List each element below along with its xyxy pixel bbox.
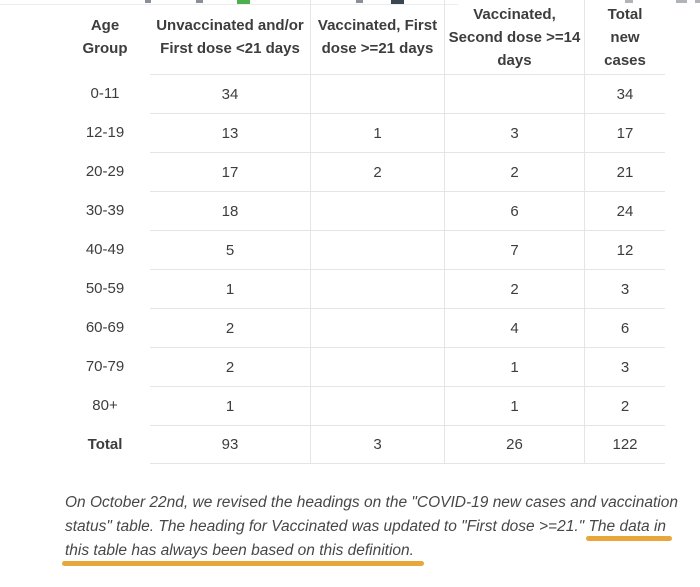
cell-vaccinated-second-dose: 7 bbox=[444, 230, 584, 269]
footnote-line-3: this table has always been based on this… bbox=[65, 539, 685, 563]
cell-total-new-cases: 3 bbox=[584, 347, 665, 386]
cell-vaccinated-second-dose: 4 bbox=[444, 308, 584, 347]
footnote-line-2: status" table. The heading for Vaccinate… bbox=[65, 515, 685, 539]
cell-unvaccinated: 2 bbox=[150, 308, 310, 347]
cropped-fragment bbox=[695, 0, 700, 3]
cropped-fragment bbox=[196, 0, 203, 3]
cell-total-new-cases: 122 bbox=[584, 425, 665, 464]
cell-unvaccinated: 13 bbox=[150, 113, 310, 152]
cell-age-group: 60-69 bbox=[85, 319, 125, 336]
cell-age-group: 40-49 bbox=[85, 241, 125, 258]
cell-vaccinated-second-dose: 3 bbox=[444, 113, 584, 152]
cell-vaccinated-second-dose: 2 bbox=[444, 269, 584, 308]
footnote-text: status" table. The heading for Vaccinate… bbox=[65, 518, 589, 535]
cell-vaccinated-first-dose bbox=[310, 269, 444, 308]
cell-vaccinated-first-dose bbox=[310, 74, 444, 113]
cell-unvaccinated: 1 bbox=[150, 386, 310, 425]
cell-vaccinated-first-dose bbox=[310, 308, 444, 347]
cell-total-new-cases: 34 bbox=[584, 74, 665, 113]
cell-vaccinated-first-dose: 2 bbox=[310, 152, 444, 191]
cropped-fragment bbox=[676, 0, 687, 3]
cell-age-group: 30-39 bbox=[85, 202, 125, 219]
covid-cases-table: Age Group Unvaccinated and/or First dose… bbox=[60, 0, 665, 464]
cell-age-group: 20-29 bbox=[85, 163, 125, 180]
cell-total-new-cases: 3 bbox=[584, 269, 665, 308]
cell-unvaccinated: 34 bbox=[150, 74, 310, 113]
cell-vaccinated-second-dose: 26 bbox=[444, 425, 584, 464]
cell-vaccinated-second-dose bbox=[444, 74, 584, 113]
cell-total-new-cases: 21 bbox=[584, 152, 665, 191]
cell-age-group: 50-59 bbox=[85, 280, 125, 297]
cell-vaccinated-first-dose bbox=[310, 191, 444, 230]
cell-total-new-cases: 17 bbox=[584, 113, 665, 152]
cell-vaccinated-first-dose: 3 bbox=[310, 425, 444, 464]
cell-age-group: 70-79 bbox=[85, 358, 125, 375]
cropped-fragment bbox=[356, 0, 363, 3]
cell-age-group: 80+ bbox=[92, 397, 118, 414]
cell-vaccinated-first-dose bbox=[310, 347, 444, 386]
revision-footnote: On October 22nd, we revised the headings… bbox=[65, 491, 685, 563]
cropped-fragment bbox=[391, 0, 404, 4]
cell-unvaccinated: 18 bbox=[150, 191, 310, 230]
footnote-underlined-text: The data in bbox=[588, 518, 667, 535]
cropped-fragment bbox=[237, 0, 250, 4]
column-header-age-group: Age Group bbox=[82, 17, 128, 57]
cell-vaccinated-first-dose bbox=[310, 386, 444, 425]
cell-vaccinated-second-dose: 6 bbox=[444, 191, 584, 230]
cell-total-new-cases: 6 bbox=[584, 308, 665, 347]
cell-age-group: Total bbox=[87, 436, 123, 453]
cropped-content-strip bbox=[0, 0, 700, 6]
cell-vaccinated-second-dose: 1 bbox=[444, 347, 584, 386]
cell-vaccinated-first-dose bbox=[310, 230, 444, 269]
cell-age-group: 12-19 bbox=[85, 124, 125, 141]
footnote-underlined-text: this table has always been based on this… bbox=[65, 542, 414, 559]
cell-vaccinated-first-dose: 1 bbox=[310, 113, 444, 152]
cell-unvaccinated: 1 bbox=[150, 269, 310, 308]
column-header-total-new-cases: Total new cases bbox=[584, 0, 665, 74]
column-header-vaccinated-first-dose: Vaccinated, First dose >=21 days bbox=[310, 0, 444, 74]
cell-total-new-cases: 2 bbox=[584, 386, 665, 425]
column-header-unvaccinated: Unvaccinated and/or First dose <21 days bbox=[156, 17, 304, 57]
cell-age-group: 0-11 bbox=[90, 85, 120, 102]
cropped-fragment bbox=[0, 4, 458, 5]
cell-unvaccinated: 17 bbox=[150, 152, 310, 191]
cropped-fragment bbox=[625, 0, 633, 3]
cell-total-new-cases: 24 bbox=[584, 191, 665, 230]
cell-total-new-cases: 12 bbox=[584, 230, 665, 269]
cell-vaccinated-second-dose: 1 bbox=[444, 386, 584, 425]
column-header-vaccinated-second-dose: Vaccinated, Second dose >=14 days bbox=[444, 0, 584, 74]
cell-unvaccinated: 93 bbox=[150, 425, 310, 464]
footnote-line-1: On October 22nd, we revised the headings… bbox=[65, 491, 685, 515]
cell-vaccinated-second-dose: 2 bbox=[444, 152, 584, 191]
cell-unvaccinated: 2 bbox=[150, 347, 310, 386]
cropped-fragment bbox=[145, 0, 151, 3]
footnote-text: On October 22nd, we revised the headings… bbox=[65, 494, 678, 511]
cell-unvaccinated: 5 bbox=[150, 230, 310, 269]
